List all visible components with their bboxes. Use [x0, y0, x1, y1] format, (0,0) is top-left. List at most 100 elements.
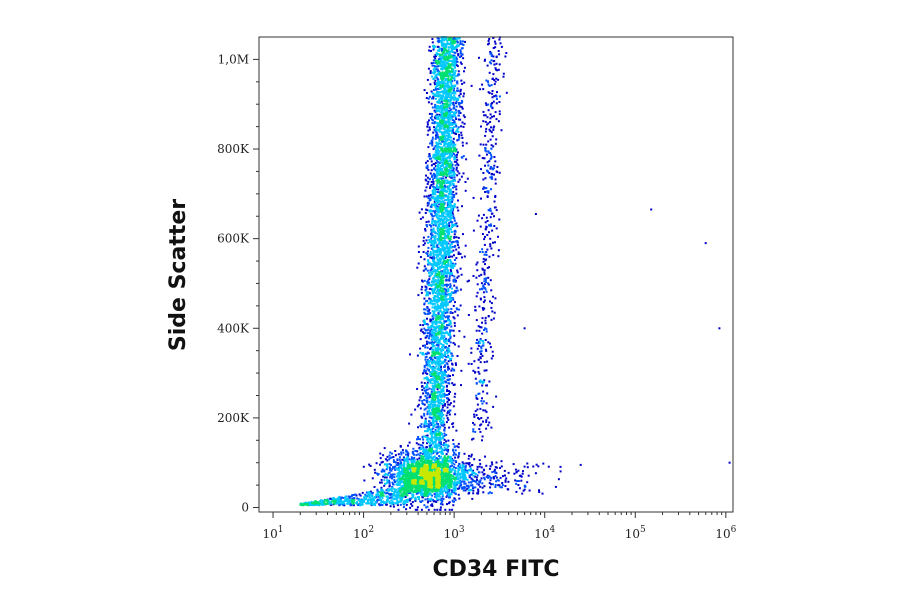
scatter-point — [439, 399, 442, 402]
scatter-point — [435, 196, 438, 199]
scatter-point — [417, 453, 420, 456]
scatter-point — [419, 256, 422, 258]
scatter-point — [455, 166, 458, 169]
scatter-point — [434, 442, 437, 445]
scatter-point — [458, 135, 460, 138]
scatter-point — [433, 237, 436, 240]
scatter-point — [526, 462, 529, 465]
scatter-point — [386, 455, 389, 458]
scatter-point — [384, 472, 387, 475]
scatter-point — [484, 455, 486, 458]
scatter-point — [437, 360, 440, 363]
scatter-point — [466, 177, 469, 180]
scatter-point — [460, 369, 463, 372]
scatter-point — [458, 94, 461, 97]
scatter-point — [476, 408, 479, 411]
scatter-point — [484, 319, 487, 322]
scatter-point — [422, 239, 425, 242]
scatter-point — [432, 245, 435, 248]
scatter-point — [481, 486, 484, 489]
scatter-point — [457, 477, 460, 480]
scatter-point — [431, 268, 433, 271]
scatter-point — [422, 251, 425, 253]
scatter-point — [477, 490, 480, 493]
scatter-point — [454, 481, 457, 484]
scatter-point — [458, 112, 461, 114]
scatter-point — [434, 288, 436, 291]
scatter-point — [426, 125, 429, 128]
scatter-point — [425, 161, 427, 164]
scatter-point — [481, 380, 484, 383]
scatter-point — [450, 208, 453, 210]
scatter-point — [414, 500, 417, 502]
scatter-point — [483, 277, 486, 280]
scatter-point — [436, 237, 439, 240]
scatter-point — [728, 461, 731, 464]
scatter-point — [459, 56, 461, 59]
scatter-point — [483, 380, 485, 383]
scatter-point — [453, 94, 456, 97]
scatter-point — [435, 141, 438, 144]
scatter-point — [426, 425, 429, 428]
scatter-point — [448, 322, 451, 325]
scatter-point — [453, 483, 455, 486]
scatter-point — [424, 372, 427, 375]
scatter-point — [430, 333, 433, 336]
scatter-point — [457, 53, 460, 56]
scatter-point — [433, 230, 436, 233]
scatter-point — [429, 379, 431, 381]
scatter-point — [433, 500, 436, 503]
scatter-point — [385, 482, 388, 485]
scatter-point — [422, 438, 425, 441]
scatter-point — [379, 457, 382, 460]
scatter-point — [438, 455, 441, 458]
scatter-point — [424, 407, 427, 410]
scatter-point — [520, 479, 523, 482]
scatter-point — [434, 153, 437, 156]
scatter-point — [446, 393, 449, 396]
scatter-point — [461, 468, 464, 471]
scatter-point — [459, 464, 461, 467]
scatter-point — [484, 120, 487, 123]
scatter-point — [439, 64, 442, 67]
scatter-point — [454, 499, 457, 502]
scatter-point — [435, 381, 438, 384]
scatter-point — [433, 280, 436, 283]
scatter-point — [446, 489, 449, 492]
scatter-point — [431, 64, 434, 67]
scatter-point — [456, 97, 459, 100]
scatter-point — [453, 284, 456, 287]
scatter-point — [423, 319, 426, 322]
scatter-point — [493, 63, 496, 66]
scatter-point — [497, 255, 500, 258]
scatter-point — [427, 197, 430, 199]
scatter-point — [446, 187, 449, 190]
scatter-point — [437, 220, 440, 223]
scatter-point — [460, 125, 463, 128]
scatter-point — [448, 122, 451, 125]
scatter-point — [481, 382, 484, 385]
scatter-point — [488, 38, 491, 40]
scatter-point — [437, 297, 440, 300]
scatter-point — [448, 240, 451, 242]
scatter-point — [432, 415, 435, 418]
scatter-point — [435, 370, 438, 373]
scatter-point — [426, 351, 429, 354]
scatter-point — [441, 284, 444, 287]
scatter-point — [479, 462, 482, 465]
scatter-point — [436, 147, 439, 150]
scatter-point — [449, 81, 452, 84]
scatter-point — [426, 388, 429, 391]
scatter-point — [454, 164, 457, 167]
scatter-point — [420, 508, 423, 511]
scatter-point — [441, 374, 444, 377]
scatter-point — [427, 67, 430, 70]
scatter-point — [455, 363, 457, 366]
scatter-point — [430, 257, 433, 259]
scatter-point — [464, 244, 467, 247]
scatter-point — [441, 495, 444, 498]
scatter-point — [446, 309, 449, 312]
scatter-point — [392, 483, 395, 486]
scatter-point — [438, 101, 441, 103]
scatter-point — [474, 486, 477, 489]
